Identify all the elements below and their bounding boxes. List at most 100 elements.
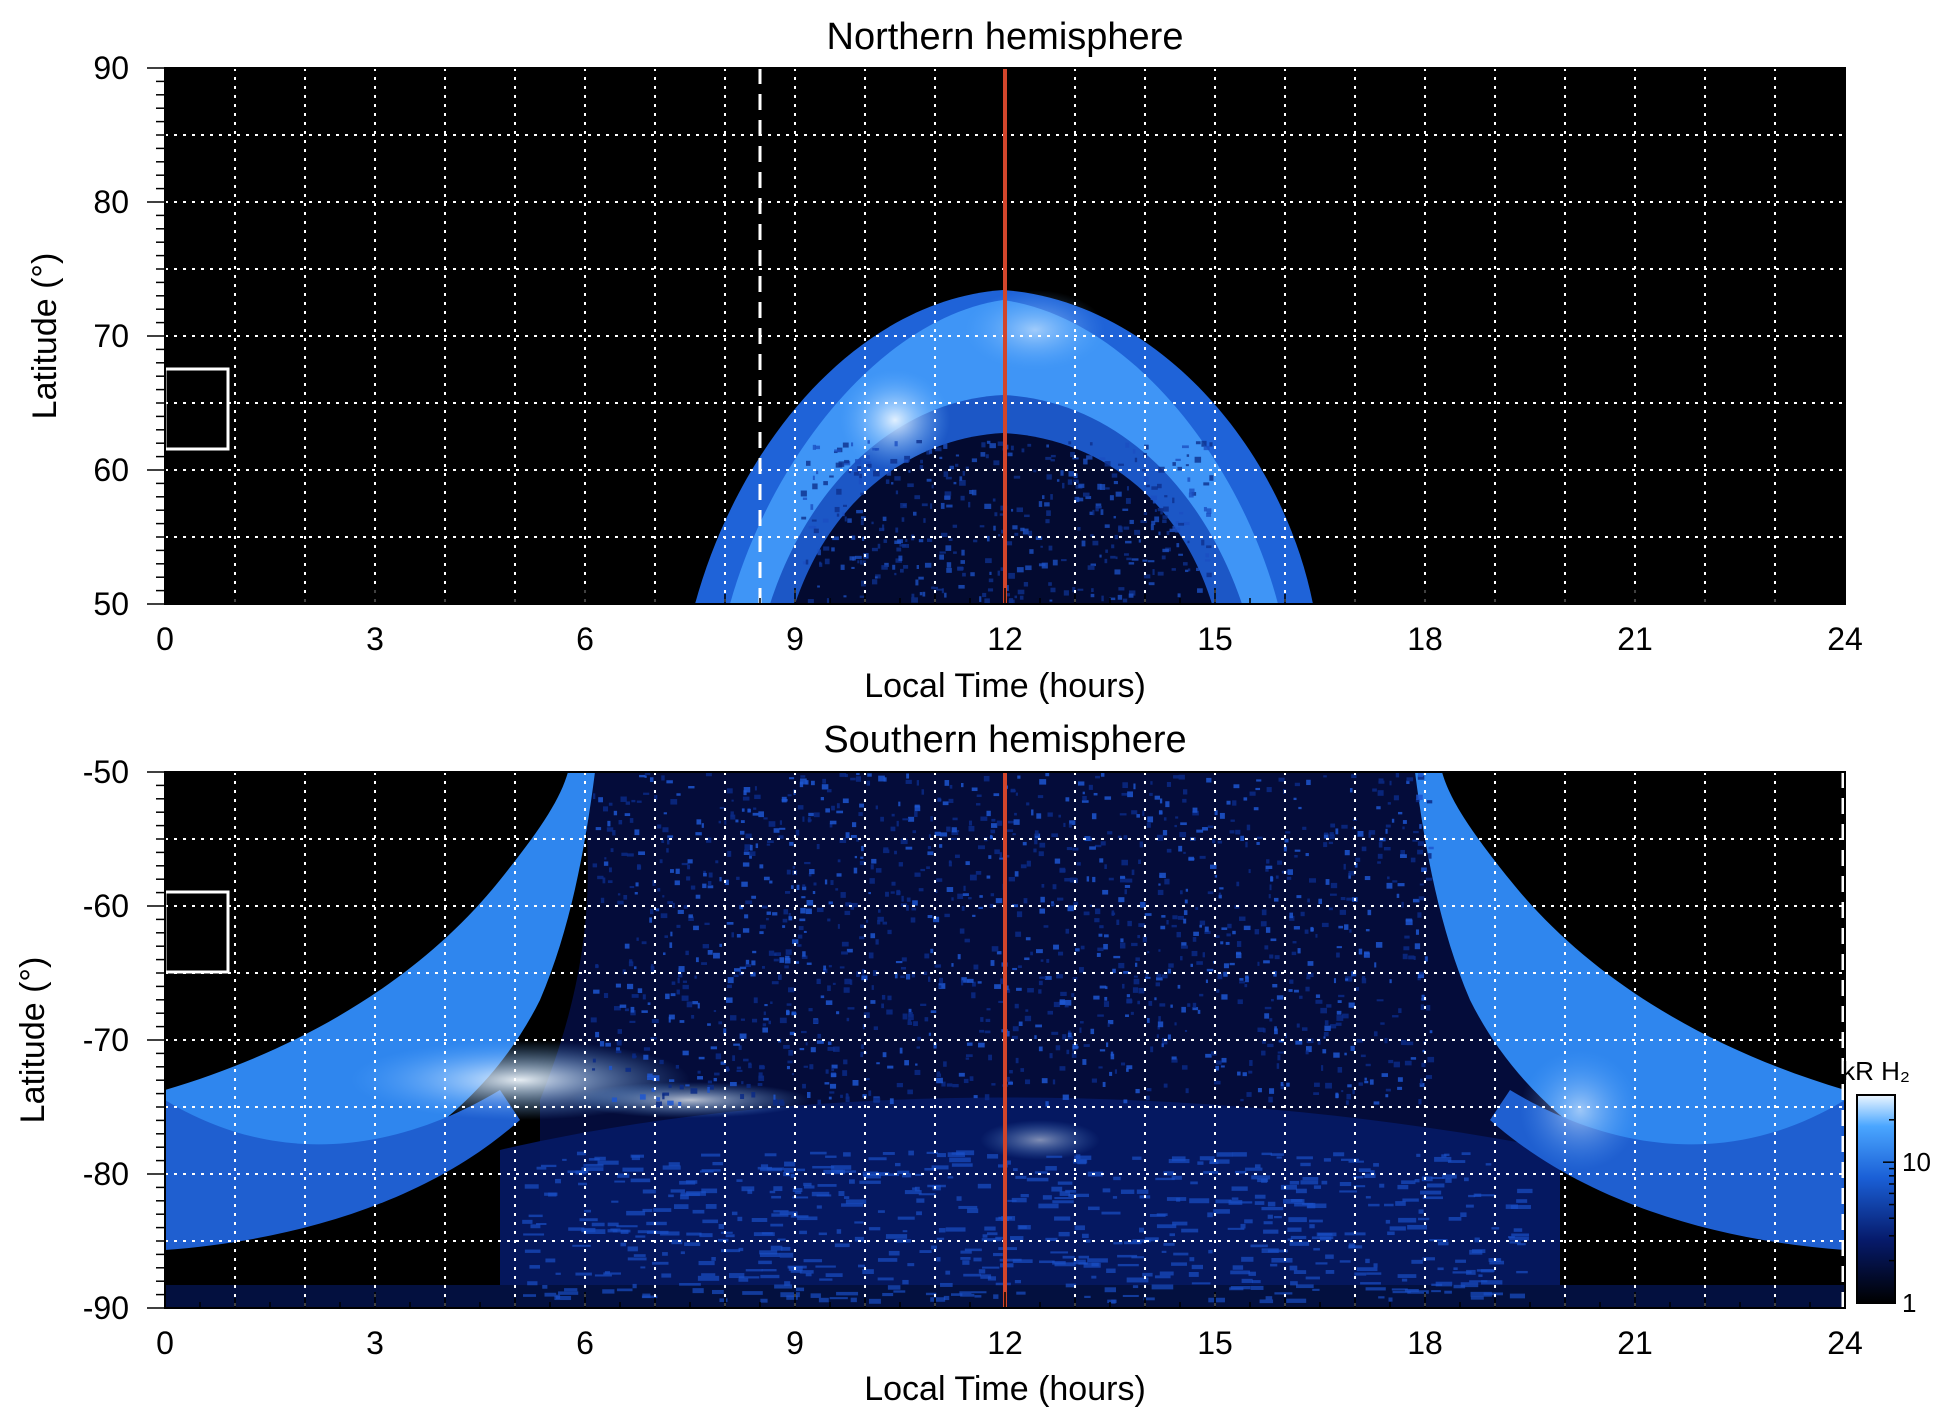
south-arc-streak — [951, 1293, 963, 1296]
south-arc-streak — [862, 1171, 879, 1176]
south-speckle-cell — [1172, 915, 1178, 920]
south-speckle-cell — [836, 803, 840, 809]
south-arc-streak — [1288, 1217, 1307, 1223]
north-speckle-cell — [1067, 479, 1073, 485]
north-speckle-cell — [1063, 590, 1069, 596]
south-speckle-cell — [829, 822, 833, 828]
south-speckle-cell — [615, 1050, 622, 1054]
north-speckle-cell — [1052, 559, 1058, 566]
south-speckle-cell — [1266, 787, 1272, 793]
north-speckle-cell — [923, 518, 926, 523]
south-speckle-cell — [659, 859, 663, 864]
south-arc-streak — [1325, 1254, 1334, 1259]
south-speckle-cell — [977, 981, 982, 984]
south-speckle-cell — [1305, 853, 1309, 857]
north-xtick-label: 18 — [1407, 621, 1443, 657]
south-arc-streak — [660, 1231, 680, 1236]
south-speckle-cell — [975, 803, 981, 806]
south-speckle-cell — [1120, 875, 1126, 879]
south-speckle-cell — [990, 960, 995, 966]
north-speckle-cell — [1187, 540, 1190, 544]
north-speckle-cell — [1046, 444, 1050, 448]
south-arc-streak — [1050, 1251, 1069, 1254]
south-speckle-cell — [824, 1082, 830, 1085]
south-arc-streak — [1407, 1224, 1427, 1230]
south-ticks: 0 3 6 9 12 15 18 21 24-90-80-70-60-50 — [83, 754, 1863, 1361]
south-speckle-cell — [828, 965, 832, 968]
south-speckle-cell — [1248, 1070, 1253, 1074]
south-arc-streak — [795, 1287, 805, 1292]
south-arc-streak — [797, 1168, 806, 1172]
south-speckle-cell — [1033, 848, 1037, 853]
south-speckle-cell — [852, 1079, 859, 1086]
south-speckle-cell — [769, 880, 773, 884]
south-speckle-cell — [784, 965, 789, 969]
south-speckle-cell — [624, 943, 630, 949]
south-arc-streak — [1470, 1296, 1484, 1300]
south-speckle-cell — [796, 884, 800, 891]
south-speckle-cell — [951, 830, 959, 836]
south-arc-streak — [698, 1260, 715, 1266]
south-speckle-cell — [1110, 1051, 1114, 1057]
north-speckle-cell — [1042, 495, 1045, 499]
south-arc-streak — [760, 1298, 768, 1303]
south-speckle-cell — [1133, 978, 1140, 985]
south-speckle-cell — [681, 995, 689, 1001]
south-speckle-cell — [682, 980, 687, 983]
south-arc-streak — [524, 1249, 541, 1253]
south-speckle-cell — [613, 810, 618, 816]
north-speckle-cell — [929, 449, 933, 454]
south-speckle-cell — [1182, 789, 1188, 795]
south-speckle-cell — [1126, 998, 1132, 1004]
south-speckle-cell — [1011, 904, 1019, 908]
south-speckle-cell — [1068, 823, 1072, 828]
south-arc-streak — [1431, 1290, 1441, 1293]
south-speckle-cell — [1167, 968, 1172, 974]
south-arc-streak — [1398, 1217, 1417, 1223]
south-speckle-cell — [1130, 1011, 1134, 1015]
south-arc-streak — [831, 1169, 844, 1173]
south-speckle-cell — [730, 1015, 737, 1021]
south-speckle-cell — [590, 1017, 597, 1023]
south-speckle-cell — [1045, 1101, 1049, 1107]
south-speckle-cell — [908, 816, 915, 822]
north-speckle-cell — [1205, 553, 1210, 558]
south-speckle-cell — [1103, 934, 1109, 938]
south-speckle-cell — [951, 827, 957, 833]
south-speckle-cell — [1163, 1083, 1168, 1088]
south-arc-streak — [611, 1200, 619, 1203]
south-arc-streak — [908, 1150, 914, 1156]
south-speckle-cell — [786, 1009, 790, 1016]
south-speckle-cell — [626, 983, 634, 990]
south-arc-streak — [1323, 1158, 1331, 1162]
south-speckle-cell — [801, 955, 808, 959]
south-speckle-cell — [817, 1099, 821, 1105]
north-speckle-cell — [946, 504, 953, 508]
north-speckle-cell — [962, 572, 966, 577]
south-speckle-cell — [727, 977, 734, 984]
south-speckle-cell — [665, 993, 670, 1000]
south-arc-streak — [1313, 1248, 1320, 1251]
north-speckle-cell — [1090, 563, 1096, 567]
south-speckle-cell — [1364, 876, 1371, 881]
south-speckle-cell — [1131, 869, 1135, 876]
north-speckle-cell — [916, 565, 920, 569]
south-speckle-cell — [1412, 898, 1420, 903]
south-speckle-cell — [875, 939, 879, 945]
south-speckle-cell — [914, 804, 920, 808]
north-speckle-cell — [1040, 545, 1043, 548]
south-speckle-cell — [651, 1019, 659, 1024]
south-speckle-cell — [782, 918, 788, 923]
south-arc-streak — [930, 1297, 946, 1302]
south-speckle-cell — [1214, 874, 1218, 878]
north-speckle-cell — [860, 492, 864, 496]
south-speckle-cell — [1338, 925, 1344, 929]
south-speckle-cell — [885, 891, 889, 897]
south-speckle-cell — [1206, 968, 1214, 972]
south-speckle-cell — [1265, 927, 1271, 933]
south-speckle-cell — [774, 952, 782, 957]
south-speckle-cell — [1147, 816, 1154, 823]
south-speckle-cell — [739, 1033, 747, 1039]
south-speckle-cell — [937, 797, 941, 802]
south-arc-streak — [999, 1258, 1022, 1262]
